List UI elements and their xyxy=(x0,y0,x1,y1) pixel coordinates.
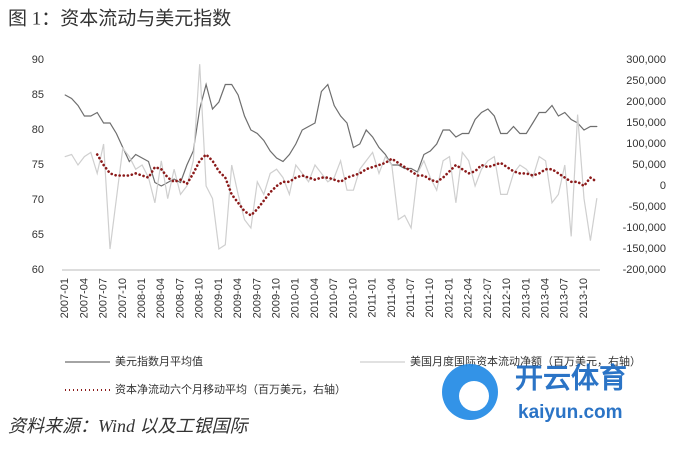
y2-tick-label: -150,000 xyxy=(623,243,666,255)
x-tick-label: 2012-01 xyxy=(443,278,455,318)
y-tick-label: 70 xyxy=(32,194,44,206)
x-tick-label: 2010-04 xyxy=(309,278,321,318)
y2-tick-label: 100,000 xyxy=(626,138,666,150)
x-tick-label: 2007-07 xyxy=(98,278,110,318)
x-tick-label: 2008-01 xyxy=(136,278,148,318)
x-tick-label: 2011-01 xyxy=(367,278,379,318)
legend-label: 美元指数月平均值 xyxy=(115,354,203,368)
x-tick-label: 2011-07 xyxy=(405,278,417,318)
x-tick-label: 2009-01 xyxy=(213,278,225,318)
x-tick-label: 2010-01 xyxy=(290,278,302,318)
y2-tick-label: 200,000 xyxy=(626,96,666,108)
watermark-brand: 开云体育 xyxy=(515,361,627,393)
x-tick-label: 2008-04 xyxy=(155,278,167,318)
x-tick-label: 2009-10 xyxy=(270,278,282,318)
y2-tick-label: 150,000 xyxy=(626,117,666,129)
y2-tick-label: -50,000 xyxy=(629,201,666,213)
x-tick-label: 2009-07 xyxy=(251,278,263,318)
y2-tick-label: -200,000 xyxy=(623,264,666,276)
y-tick-label: 90 xyxy=(32,54,44,66)
x-tick-label: 2007-10 xyxy=(117,278,129,318)
x-tick-label: 2012-07 xyxy=(482,278,494,318)
x-tick-label: 2010-10 xyxy=(347,278,359,318)
x-tick-label: 2008-10 xyxy=(194,278,206,318)
y2-tick-label: 50,000 xyxy=(632,159,666,171)
x-tick-label: 2013-07 xyxy=(559,278,571,318)
watermark-logo xyxy=(459,381,489,411)
y-tick-label: 65 xyxy=(32,229,44,241)
chart-title: 图 1：资本流动与美元指数 xyxy=(8,7,231,29)
x-tick-label: 2013-10 xyxy=(578,278,590,318)
y-tick-label: 85 xyxy=(32,89,44,101)
x-tick-label: 2013-04 xyxy=(539,278,551,318)
x-tick-label: 2010-07 xyxy=(328,278,340,318)
x-tick-label: 2007-01 xyxy=(59,278,71,318)
x-tick-label: 2011-10 xyxy=(424,278,436,318)
y2-tick-label: 250,000 xyxy=(626,75,666,87)
y-tick-label: 75 xyxy=(32,159,44,171)
source-note: 资料来源：Wind 以及工银国际 xyxy=(8,416,250,436)
series-line xyxy=(64,82,598,187)
series-line xyxy=(95,152,599,218)
x-tick-label: 2011-04 xyxy=(386,278,398,318)
series-line xyxy=(64,64,598,251)
y-tick-label: 80 xyxy=(32,124,44,136)
y2-tick-label: 0 xyxy=(660,180,666,192)
x-tick-label: 2007-04 xyxy=(78,278,90,318)
legend-label: 资本净流动六个月移动平均（百万美元，右轴） xyxy=(115,382,346,396)
x-tick-label: 2009-04 xyxy=(232,278,244,318)
x-tick-label: 2013-01 xyxy=(520,278,532,318)
x-tick-label: 2012-10 xyxy=(501,278,513,318)
watermark: 开云体育 kaiyun.com xyxy=(442,361,627,423)
x-tick-label: 2008-07 xyxy=(174,278,186,318)
x-tick-label: 2012-04 xyxy=(463,278,475,318)
y2-tick-label: 300,000 xyxy=(626,54,666,66)
y-tick-label: 60 xyxy=(32,264,44,276)
y2-tick-label: -100,000 xyxy=(623,222,666,234)
watermark-site: kaiyun.com xyxy=(518,402,623,423)
